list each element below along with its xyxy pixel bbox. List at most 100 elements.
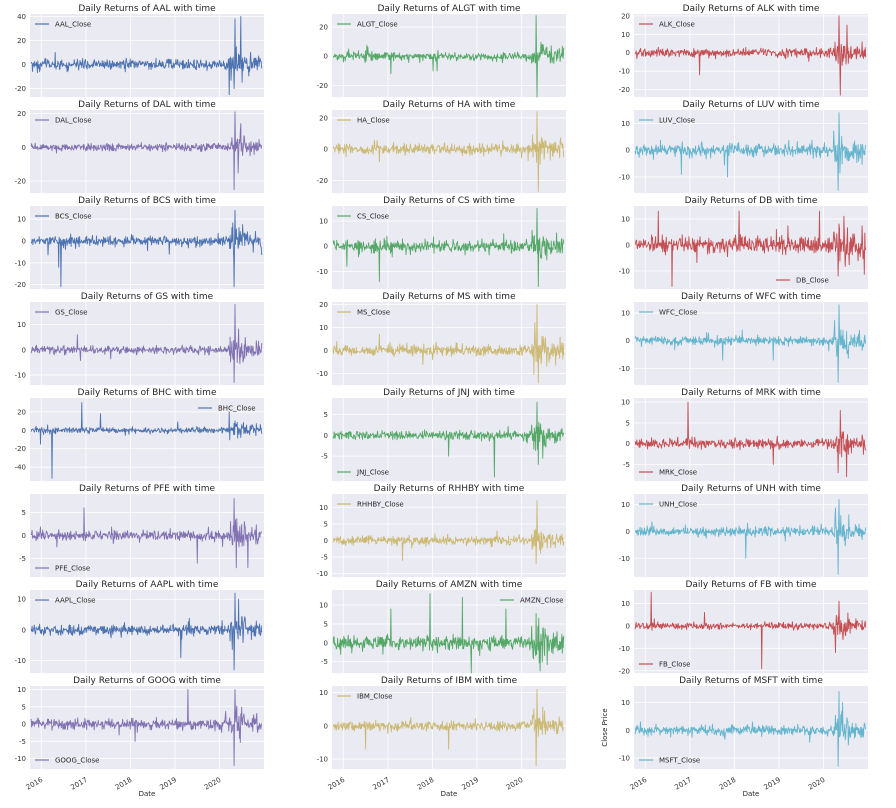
y-tick-label: 10	[319, 602, 328, 610]
plot-area	[332, 590, 566, 673]
y-axis-label: Close Price	[601, 708, 609, 746]
y-tick-label: -5	[321, 658, 328, 666]
legend: AAPL_Close	[35, 597, 95, 605]
panel-alk-close: -20 -10 0 10 20 Daily Returns of ALK with tim…	[619, 4, 868, 97]
panel-title: Daily Returns of LUV with time	[682, 100, 820, 110]
x-axis-label: Date	[441, 790, 458, 798]
y-tick-label: 5	[22, 703, 26, 711]
plot-area	[634, 398, 868, 481]
y-tick-label: 0	[22, 144, 26, 152]
legend-label: FB_Close	[659, 661, 690, 669]
panel-title: Daily Returns of RHHBY with time	[374, 484, 525, 494]
y-tick-label: -5	[321, 453, 328, 461]
y-tick-label: 10	[621, 215, 630, 223]
y-tick-label: -10	[619, 173, 630, 181]
y-tick-label: -10	[619, 267, 630, 275]
legend-label: GOOG_Close	[55, 757, 99, 765]
x-tick-label: 2020	[807, 776, 826, 792]
panel-title: Daily Returns of FB with time	[685, 580, 817, 590]
legend-label: ALGT_Close	[357, 21, 398, 29]
legend-label: ALK_Close	[659, 21, 695, 29]
y-tick-label: -20	[15, 85, 26, 93]
y-tick-label: 5	[324, 411, 328, 419]
plot-area	[634, 686, 868, 769]
legend-label: LUV_Close	[659, 117, 695, 125]
y-tick-label: 0	[324, 146, 328, 154]
y-tick-label: 0	[626, 440, 630, 448]
y-tick-label: 0	[22, 532, 26, 540]
series-line-fb-close	[634, 591, 867, 669]
series-line-dal-close	[30, 111, 263, 191]
y-tick-label: 10	[319, 504, 328, 512]
legend-label: CS_Close	[357, 213, 389, 221]
panel-dal-close: -20 0 20 Daily Returns of DAL with time DAL_…	[15, 100, 264, 193]
y-tick-label: 0	[22, 61, 26, 69]
legend: DAL_Close	[35, 117, 92, 125]
y-tick-label: -5	[19, 555, 26, 563]
panel-wfc-close: -10 0 10 Daily Returns of WFC with time WFC_…	[619, 292, 868, 385]
y-tick-label: 0	[22, 626, 26, 634]
y-tick-label: -10	[619, 754, 630, 762]
y-tick-label: -5	[623, 461, 630, 469]
y-tick-label: 10	[17, 686, 26, 694]
legend: MSFT_Close	[639, 757, 700, 765]
series-line-pfe-close	[30, 498, 263, 569]
series-line-ms-close	[332, 303, 565, 384]
panel-ibm-close: -10 0 10 Daily Returns of IBM with time IBM_…	[317, 676, 566, 798]
y-tick-label: -20	[15, 445, 26, 453]
series-line-msft-close	[634, 691, 867, 767]
legend: IBM_Close	[337, 693, 392, 701]
x-tick-label: 2017	[371, 776, 390, 792]
panel-title: Daily Returns of BHC with time	[78, 388, 217, 398]
y-tick-label: 0	[626, 147, 630, 155]
y-tick-label: -20	[15, 281, 26, 289]
y-tick-label: -10	[619, 645, 630, 653]
series-line-alk-close	[634, 15, 867, 96]
x-tick-label: 2020	[505, 776, 524, 792]
legend: RHHBY_Close	[337, 501, 404, 509]
y-tick-label: -10	[15, 259, 26, 267]
x-axis-label: Date	[743, 790, 760, 798]
y-tick-label: -20	[15, 178, 26, 186]
y-tick-label: 10	[17, 596, 26, 604]
legend-label: AAPL_Close	[55, 597, 95, 605]
y-tick-label: 10	[621, 600, 630, 608]
series-line-aapl-close	[30, 592, 263, 671]
panel-title: Daily Returns of DAL with time	[78, 100, 216, 110]
y-tick-label: -10	[619, 365, 630, 373]
x-tick-label: 2018	[114, 776, 133, 792]
panel-title: Daily Returns of GS with time	[81, 292, 214, 302]
panel-bhc-close: -40 -20 0 20 Daily Returns of BHC with timeB…	[15, 388, 264, 481]
legend: AAL_Close	[35, 21, 91, 29]
legend: UNH_Close	[639, 501, 697, 509]
legend: HA_Close	[337, 117, 390, 125]
y-tick-label: 20	[319, 24, 328, 32]
y-tick-label: -5	[321, 554, 328, 562]
y-tick-label: 0	[626, 622, 630, 630]
legend: BHC_Close	[198, 405, 256, 413]
panel-title: Daily Returns of DB with time	[685, 196, 818, 206]
y-tick-label: 0	[626, 528, 630, 536]
panel-cs-close: -10 0 10 Daily Returns of CS with time CS_Cl…	[317, 196, 566, 289]
y-tick-label: 0	[22, 237, 26, 245]
legend: WFC_Close	[639, 309, 697, 317]
y-tick-label: 20	[17, 110, 26, 118]
plot-area	[30, 110, 264, 193]
panel-aapl-close: -10 0 10 Daily Returns of AAPL with time AAP…	[15, 580, 264, 673]
x-tick-label: 2016	[629, 776, 649, 792]
panel-title: Daily Returns of ALGT with time	[377, 4, 521, 14]
panel-title: Daily Returns of WFC with time	[681, 292, 822, 302]
legend-label: GS_Close	[55, 309, 87, 317]
y-tick-label: 5	[324, 520, 328, 528]
legend: MRK_Close	[639, 469, 697, 477]
legend: GS_Close	[35, 309, 87, 317]
panel-luv-close: -10 0 10 Daily Returns of LUV with time LUV_…	[619, 100, 868, 193]
y-tick-label: 20	[319, 301, 328, 309]
legend-label: JNJ_Close	[356, 469, 389, 477]
y-tick-label: 10	[319, 324, 328, 332]
y-tick-label: 10	[17, 321, 26, 329]
panel-msft-close: -10 0 10 Daily Returns of MSFT with time MSF…	[601, 676, 868, 798]
legend-label: UNH_Close	[659, 501, 697, 509]
legend-label: WFC_Close	[659, 309, 697, 317]
